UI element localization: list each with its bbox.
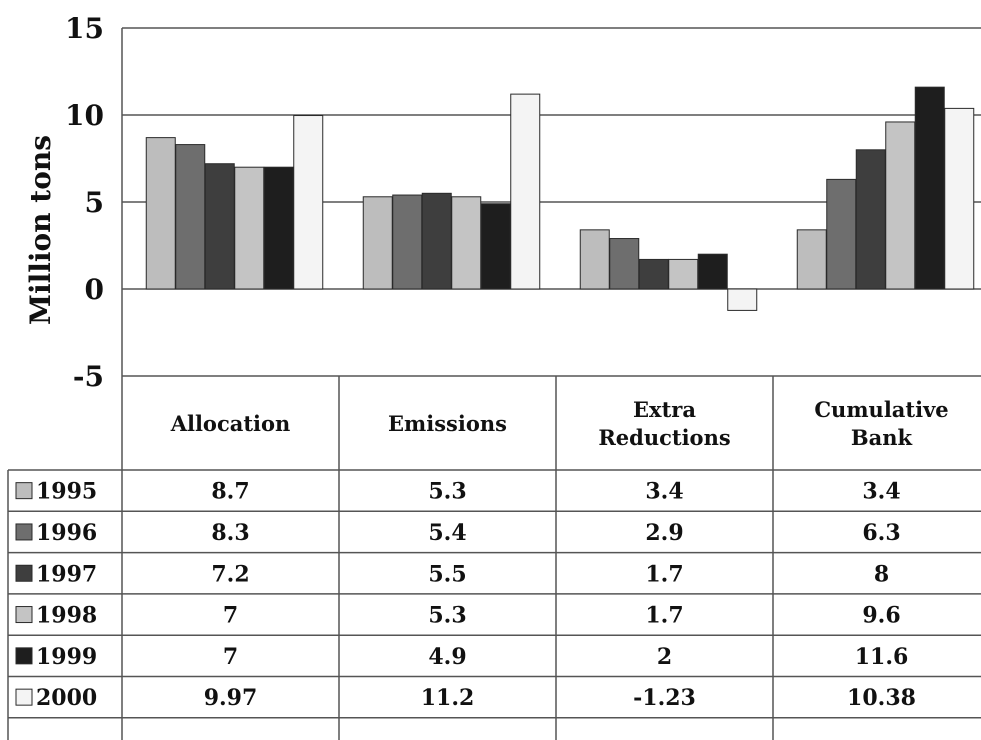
bar-1995-2 <box>579 229 610 290</box>
data-label-2000-0: 9.97 <box>204 685 258 711</box>
legend-label-1995: 1995 <box>36 479 97 505</box>
bars <box>145 86 975 311</box>
bar-1996-2 <box>609 238 640 290</box>
y-tick-label: 10 <box>65 99 104 132</box>
data-label-1995-2: 3.4 <box>645 479 683 505</box>
data-label-1996-3: 6.3 <box>862 520 900 546</box>
data-label-1998-0: 7 <box>223 603 238 629</box>
bar-2000-0 <box>293 115 324 290</box>
data-label-2000-3: 10.38 <box>847 685 916 711</box>
legend-swatch-1998 <box>15 606 33 624</box>
y-tick-label: -5 <box>73 360 104 393</box>
bar-1995-3 <box>796 229 827 290</box>
data-label-2000-2: -1.23 <box>633 685 696 711</box>
data-label-1998-1: 5.3 <box>428 603 466 629</box>
data-label-1995-0: 8.7 <box>211 479 249 505</box>
y-tick-label: 5 <box>85 186 104 219</box>
bar-1997-2 <box>638 258 669 290</box>
bar-1999-2 <box>697 253 728 290</box>
data-label-1999-1: 4.9 <box>428 644 466 670</box>
legend-label-1998: 1998 <box>36 603 97 629</box>
data-label-2000-1: 11.2 <box>421 685 475 711</box>
legend-label-1997: 1997 <box>36 561 97 587</box>
data-label-1997-0: 7.2 <box>211 561 249 587</box>
bar-2000-3 <box>944 107 975 290</box>
bar-2000-1 <box>510 93 541 290</box>
bar-1998-2 <box>668 258 699 290</box>
data-label-1997-1: 5.5 <box>428 561 466 587</box>
bar-1997-3 <box>855 149 886 290</box>
data-label-1998-3: 9.6 <box>862 603 900 629</box>
bar-1998-3 <box>885 121 916 290</box>
legend-label-1999: 1999 <box>36 644 97 670</box>
category-label: Emissions <box>388 411 507 436</box>
y-tick-label: 15 <box>65 12 104 45</box>
bar-1996-0 <box>175 144 206 290</box>
category-label: Cumulative <box>814 397 948 422</box>
legend-swatch-1999 <box>15 647 33 665</box>
data-label-1999-3: 11.6 <box>855 644 909 670</box>
legend-swatch-1995 <box>15 482 33 500</box>
legend-swatch-2000 <box>15 688 33 706</box>
bar-1999-3 <box>914 86 945 290</box>
category-label: Reductions <box>598 425 730 450</box>
data-label-1999-0: 7 <box>223 644 238 670</box>
y-axis-label: Million tons <box>24 135 57 325</box>
bar-1995-0 <box>145 137 176 290</box>
data-label-1996-1: 5.4 <box>428 520 466 546</box>
bar-1997-1 <box>421 192 452 290</box>
bar-1996-3 <box>826 178 857 290</box>
data-label-1999-2: 2 <box>657 644 672 670</box>
bar-1995-1 <box>362 196 393 290</box>
data-label-1995-1: 5.3 <box>428 479 466 505</box>
legend-swatch-1996 <box>15 523 33 541</box>
bar-1999-1 <box>480 203 511 290</box>
legend-swatch-1997 <box>15 564 33 582</box>
y-tick-label: 0 <box>85 273 104 306</box>
data-table: Allocation Emissions Extra Reductions Cumula… <box>7 375 981 740</box>
bar-2000-2 <box>727 288 758 311</box>
category-label: Extra <box>633 397 696 422</box>
category-label: Bank <box>851 425 913 450</box>
bar-1998-0 <box>234 166 265 290</box>
bar-1999-0 <box>263 166 294 290</box>
data-label-1996-2: 2.9 <box>645 520 683 546</box>
data-label-1998-2: 1.7 <box>645 603 683 629</box>
data-label-1997-3: 8 <box>874 561 889 587</box>
data-label-1995-3: 3.4 <box>862 479 900 505</box>
bar-1996-1 <box>392 194 423 290</box>
legend-label-2000: 2000 <box>36 685 97 711</box>
data-label-1997-2: 1.7 <box>645 561 683 587</box>
bar-1997-0 <box>204 163 235 290</box>
y-tick-labels: 15 10 5 0 -5 <box>65 12 104 393</box>
legend-label-1996: 1996 <box>36 520 97 546</box>
category-label: Allocation <box>170 411 291 436</box>
bar-1998-1 <box>451 196 482 290</box>
data-label-1996-0: 8.3 <box>211 520 249 546</box>
